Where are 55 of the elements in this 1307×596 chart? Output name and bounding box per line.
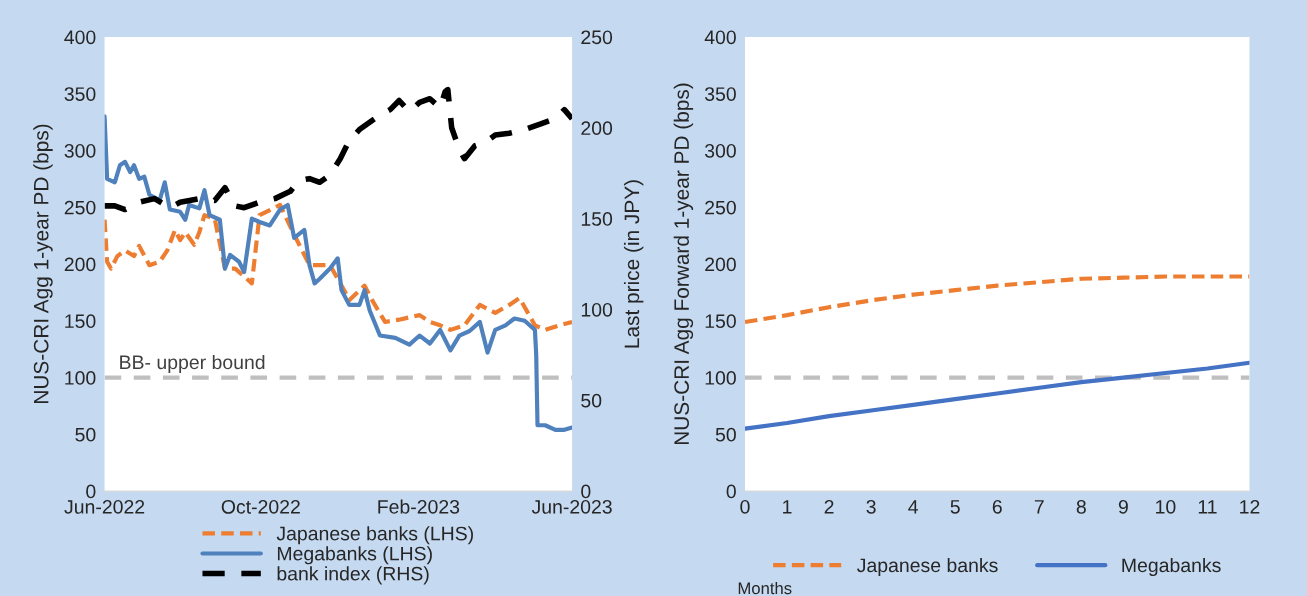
- x-axis-title: Months: [738, 581, 792, 595]
- y-tick-label: 200: [64, 257, 96, 272]
- y-tick-label: 400: [64, 30, 96, 45]
- x-tick-label: 0: [740, 499, 750, 514]
- x-tick-label: 2: [824, 499, 834, 514]
- line-series: [744, 274, 1250, 325]
- y-tick-label: 150: [65, 314, 96, 329]
- legend-label: Megabanks: [1122, 557, 1221, 577]
- y2-axis-title: Last price (in JPY): [623, 180, 644, 348]
- y2-tick-label: 50: [581, 393, 602, 408]
- y-tick-label: 200: [705, 257, 736, 272]
- x-tick-label: 6: [992, 499, 1002, 514]
- x-tick-label: 5: [950, 500, 960, 514]
- x-tick-label: Jun-2022: [64, 499, 145, 514]
- line-series: [104, 202, 573, 332]
- y2-tick-label: 150: [581, 212, 613, 226]
- y-tick-label: 0: [86, 484, 96, 499]
- y-axis-title: NUS-CRI Agg Forward 1-year PD (bps): [673, 83, 694, 445]
- y-tick-label: 300: [704, 143, 736, 158]
- x-tick-label: 4: [908, 500, 918, 514]
- y-axis-title: NUS-CRI Agg 1-year PD (bps): [33, 124, 53, 403]
- x-tick-label: Feb-2023: [378, 499, 460, 514]
- y-tick-label: 100: [65, 371, 96, 385]
- y-tick-label: 250: [705, 200, 736, 215]
- x-tick-label: Oct-2022: [221, 499, 300, 514]
- x-tick-label: 7: [1034, 500, 1044, 514]
- y-tick-label: 400: [704, 30, 736, 45]
- x-tick-label: 12: [1240, 499, 1260, 514]
- x-tick-label: 10: [1156, 499, 1176, 514]
- y2-tick-label: 250: [581, 30, 613, 45]
- y2-tick-label: 100: [581, 302, 613, 317]
- line-series: [744, 360, 1250, 431]
- legend-label: Japanese banks: [857, 557, 998, 577]
- y-tick-label: 100: [705, 371, 736, 385]
- x-tick-label: Jun-2023: [531, 499, 612, 514]
- y-tick-label: 350: [704, 87, 736, 101]
- ref-line-label: BB- upper bound: [120, 354, 265, 374]
- y2-tick-label: 200: [581, 121, 613, 136]
- x-tick-label: 11: [1198, 500, 1217, 514]
- x-tick-label: 9: [1118, 499, 1128, 514]
- y2-tick-label: 0: [581, 484, 591, 499]
- y-tick-label: 350: [64, 87, 96, 101]
- line-series: [104, 114, 573, 432]
- y-tick-label: 150: [705, 314, 736, 329]
- x-tick-label: 8: [1076, 499, 1086, 514]
- x-tick-label: 1: [783, 500, 792, 514]
- x-tick-label: 3: [866, 499, 876, 514]
- y-tick-label: 250: [64, 200, 96, 215]
- y-tick-label: 50: [75, 427, 96, 442]
- y-tick-label: 0: [726, 484, 736, 499]
- legend-label: bank index (RHS): [277, 566, 429, 585]
- legend-label: Megabanks (LHS): [277, 546, 432, 565]
- y-tick-label: 50: [715, 427, 736, 442]
- y-tick-label: 300: [64, 143, 96, 158]
- legend-label: Japanese banks (LHS): [276, 526, 473, 545]
